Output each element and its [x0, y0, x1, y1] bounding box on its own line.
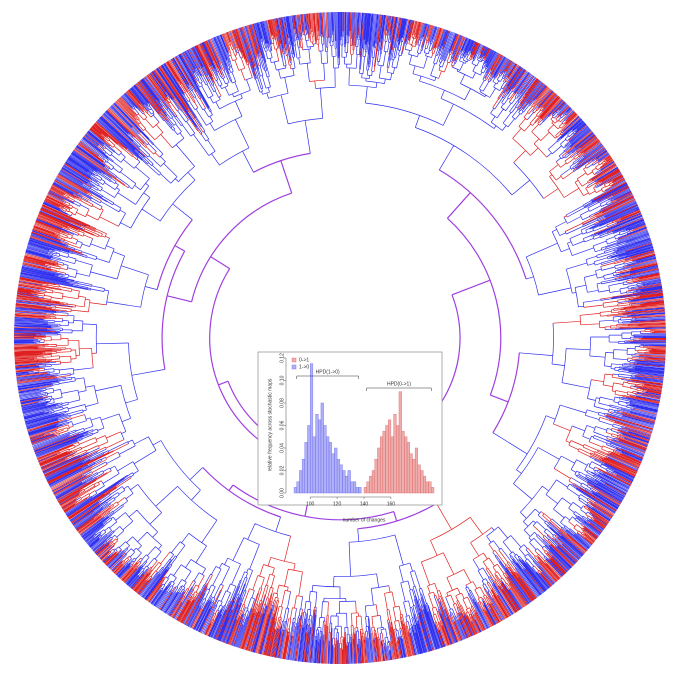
- bar: [331, 453, 335, 494]
- bar: [420, 470, 424, 494]
- y-tick-label: 0.12: [279, 353, 285, 363]
- phylogeny: [13, 11, 667, 665]
- bar: [414, 447, 419, 494]
- bar: [417, 464, 421, 494]
- bar: [326, 436, 330, 494]
- x-tick-label: 100: [306, 501, 315, 507]
- bar: [318, 419, 322, 494]
- bar: [404, 436, 408, 494]
- bar: [369, 475, 373, 494]
- bar: [428, 481, 432, 494]
- bar: [390, 436, 394, 494]
- bar: [307, 425, 311, 494]
- hpd-bracket: [296, 375, 359, 379]
- bar: [423, 475, 427, 494]
- bar: [393, 414, 397, 494]
- tree-branches: [13, 11, 667, 665]
- bar: [328, 442, 332, 494]
- x-tick-label: 160: [387, 501, 396, 507]
- bar: [358, 487, 362, 494]
- bar: [409, 453, 413, 494]
- bar: [425, 481, 429, 494]
- bar: [366, 481, 370, 494]
- bar: [379, 436, 384, 494]
- bar: [382, 430, 386, 494]
- bar: [344, 475, 349, 494]
- bar: [296, 481, 300, 494]
- bar: [347, 470, 351, 494]
- bar: [309, 363, 314, 494]
- y-tick-label: 0.10: [279, 375, 285, 385]
- bar: [323, 425, 327, 494]
- x-tick-label: 140: [360, 501, 369, 507]
- bar: [301, 459, 306, 494]
- bar: [353, 481, 357, 494]
- bar: [320, 402, 324, 494]
- bar: [342, 470, 346, 494]
- x-axis-label: number of changes: [343, 517, 386, 523]
- bar: [377, 447, 381, 494]
- y-tick-label: 0.08: [279, 398, 285, 408]
- bar: [339, 464, 343, 494]
- bar: [406, 442, 410, 494]
- bar: [412, 459, 416, 494]
- bar: [401, 430, 405, 494]
- legend-label: 0->1: [299, 357, 309, 363]
- tree-branches: [13, 11, 667, 665]
- x-tick-label: 120: [333, 501, 342, 507]
- legend-label: 1->0: [299, 364, 309, 370]
- bar: [396, 425, 400, 494]
- hpd-label: HPD(1->0): [316, 369, 340, 375]
- hpd-label: HPD(0->1): [387, 381, 411, 387]
- bar: [363, 487, 367, 494]
- bar: [355, 487, 359, 494]
- y-tick-label: 0.04: [279, 443, 285, 453]
- hpd-bracket: [366, 387, 432, 391]
- bar: [398, 391, 402, 494]
- legend-swatch: [291, 357, 297, 363]
- bar: [388, 419, 392, 494]
- y-tick-label: 0.02: [279, 465, 285, 475]
- y-tick-label: 0.00: [279, 488, 285, 498]
- bar: [350, 481, 354, 494]
- bar: [334, 447, 338, 494]
- bar: [374, 459, 378, 494]
- y-tick-label: 0.06: [279, 420, 285, 430]
- y-axis-label: relative frequency across stochastic map…: [267, 378, 273, 471]
- bar: [312, 436, 316, 494]
- bar: [385, 425, 389, 494]
- bar: [293, 487, 297, 494]
- bar: [315, 414, 319, 494]
- legend-swatch: [291, 364, 297, 370]
- bar: [336, 459, 340, 494]
- bar: [299, 470, 303, 494]
- bar: [371, 470, 375, 494]
- bar: [304, 442, 308, 494]
- bar: [431, 487, 435, 494]
